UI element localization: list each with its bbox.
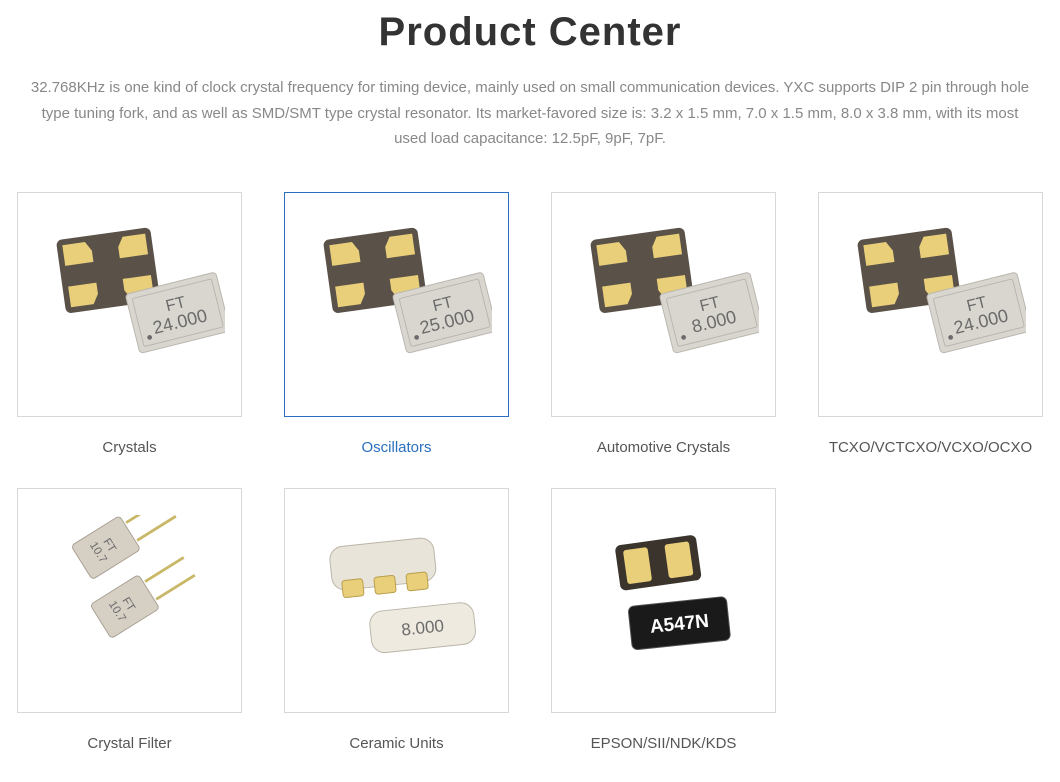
product-card: FT 10.7 FT 10.7 Crystal Filter [12, 488, 247, 752]
page-title: Product Center [0, 10, 1060, 55]
product-image-box[interactable]: FT 24.000 [17, 192, 242, 417]
product-label[interactable]: TCXO/VCTCXO/VCXO/OCXO [829, 439, 1032, 456]
product-label[interactable]: EPSON/SII/NDK/KDS [591, 735, 737, 752]
product-icon: A547N [569, 515, 759, 685]
product-image-box[interactable]: FT 10.7 FT 10.7 [17, 488, 242, 713]
product-label[interactable]: Crystal Filter [87, 735, 171, 752]
product-icon: FT 8.000 [569, 219, 759, 389]
product-card: FT 8.000 Automotive Crystals [546, 192, 781, 456]
product-card: 8.000 Ceramic Units [279, 488, 514, 752]
product-image-box[interactable]: FT 8.000 [551, 192, 776, 417]
product-icon: FT 24.000 [836, 219, 1026, 389]
product-label[interactable]: Oscillators [361, 439, 431, 456]
product-grid: FT 24.000 Crystals FT 25.000 Osci [0, 192, 1060, 752]
page-description: 32.768KHz is one kind of clock crystal f… [20, 75, 1040, 152]
product-icon: FT 10.7 FT 10.7 [35, 515, 225, 685]
product-card: A547N EPSON/SII/NDK/KDS [546, 488, 781, 752]
product-icon: FT 25.000 [302, 219, 492, 389]
product-label[interactable]: Crystals [102, 439, 156, 456]
product-image-box[interactable]: A547N [551, 488, 776, 713]
product-card: FT 25.000 Oscillators [279, 192, 514, 456]
product-label[interactable]: Ceramic Units [349, 735, 443, 752]
product-label[interactable]: Automotive Crystals [597, 439, 730, 456]
product-card: FT 24.000 TCXO/VCTCXO/VCXO/OCXO [813, 192, 1048, 456]
product-image-box[interactable]: FT 25.000 [284, 192, 509, 417]
product-card: FT 24.000 Crystals [12, 192, 247, 456]
product-image-box[interactable]: 8.000 [284, 488, 509, 713]
product-icon: 8.000 [302, 515, 492, 685]
product-icon: FT 24.000 [35, 219, 225, 389]
product-image-box[interactable]: FT 24.000 [818, 192, 1043, 417]
